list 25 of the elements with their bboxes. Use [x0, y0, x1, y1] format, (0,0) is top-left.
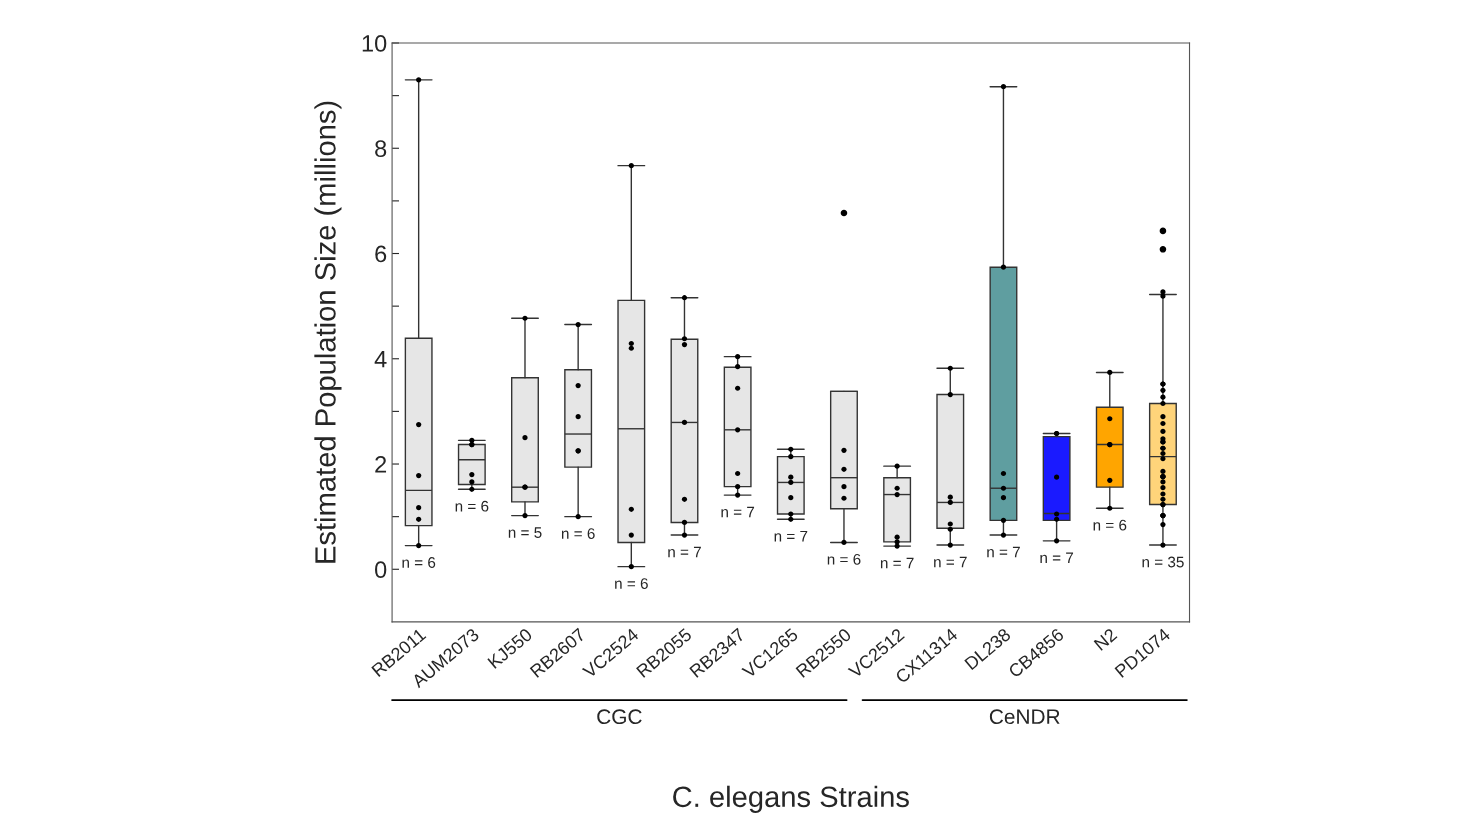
- annotation: n = 6: [827, 553, 861, 565]
- annotation: n = 6: [615, 578, 648, 589]
- annotation: n = 7: [934, 556, 967, 568]
- annotation: n = 6: [561, 528, 595, 539]
- x-axis-title: C. elegans Strains: [673, 785, 909, 813]
- y-tick-label: 4: [374, 351, 387, 368]
- y-tick-label: 10: [362, 35, 387, 52]
- y-tick-label: 8: [375, 140, 387, 158]
- annotation: n = 7: [721, 506, 755, 518]
- text: CGC: [597, 709, 642, 725]
- annotation: n = 35: [1142, 556, 1184, 568]
- annotation: n = 6: [402, 557, 436, 568]
- annotation: n = 6: [455, 500, 489, 512]
- annotation: n = 7: [668, 546, 701, 558]
- annotation: n = 7: [774, 530, 808, 542]
- text: CeNDR: [989, 709, 1060, 725]
- y-tick-label: 0: [375, 561, 387, 579]
- y-tick-label: 6: [375, 245, 387, 263]
- y-tick-label: 2: [375, 456, 387, 473]
- annotation: n = 7: [987, 546, 1020, 558]
- annotation: n = 5: [508, 527, 542, 538]
- annotation: n = 6: [1093, 519, 1127, 531]
- annotation: n = 7: [880, 557, 914, 569]
- y-axis-title: Estimated Population Size (millions): [314, 101, 342, 563]
- annotation: n = 7: [1040, 552, 1074, 564]
